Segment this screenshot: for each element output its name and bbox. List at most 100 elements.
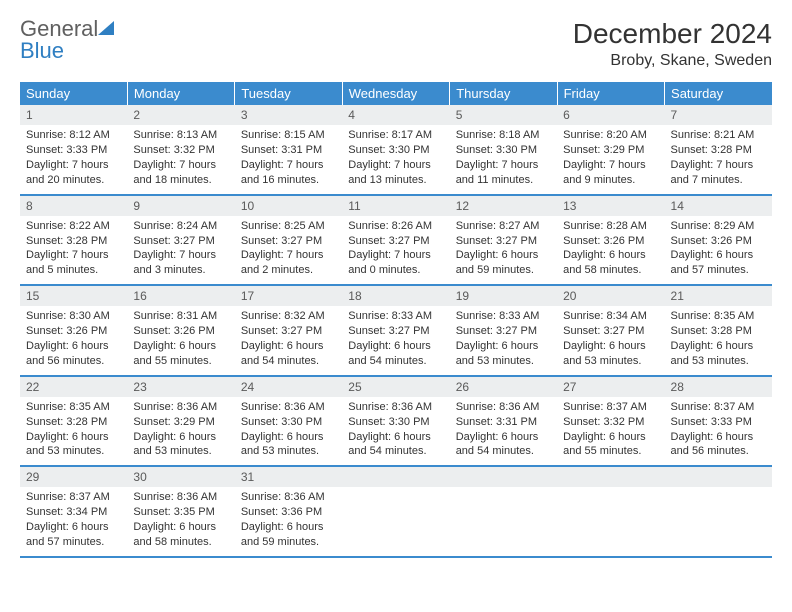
daylight-text: Daylight: 7 hours and 20 minutes. — [26, 158, 121, 188]
sunset-text: Sunset: 3:30 PM — [348, 415, 443, 430]
day-number: 7 — [665, 105, 772, 125]
day-number: 20 — [557, 286, 664, 306]
sunset-text: Sunset: 3:27 PM — [563, 324, 658, 339]
calendar-day — [342, 466, 449, 557]
calendar-day — [665, 466, 772, 557]
sunrise-text: Sunrise: 8:29 AM — [671, 219, 766, 234]
day-body: Sunrise: 8:31 AMSunset: 3:26 PMDaylight:… — [127, 306, 234, 374]
sunrise-text: Sunrise: 8:35 AM — [26, 400, 121, 415]
sunset-text: Sunset: 3:27 PM — [348, 324, 443, 339]
daylight-text: Daylight: 6 hours and 53 minutes. — [133, 430, 228, 460]
daylight-text: Daylight: 6 hours and 53 minutes. — [241, 430, 336, 460]
day-number: 12 — [450, 196, 557, 216]
calendar-header: SundayMondayTuesdayWednesdayThursdayFrid… — [20, 82, 772, 105]
daylight-text: Daylight: 7 hours and 5 minutes. — [26, 248, 121, 278]
page-title: December 2024 — [573, 18, 772, 50]
calendar-day: 18Sunrise: 8:33 AMSunset: 3:27 PMDayligh… — [342, 285, 449, 376]
day-number: 15 — [20, 286, 127, 306]
sunrise-text: Sunrise: 8:30 AM — [26, 309, 121, 324]
weekday-header: Wednesday — [342, 82, 449, 105]
day-body: Sunrise: 8:32 AMSunset: 3:27 PMDaylight:… — [235, 306, 342, 374]
calendar-day: 2Sunrise: 8:13 AMSunset: 3:32 PMDaylight… — [127, 105, 234, 195]
day-number: 10 — [235, 196, 342, 216]
sunset-text: Sunset: 3:29 PM — [563, 143, 658, 158]
brand-logo: General Blue — [20, 18, 118, 62]
day-body — [450, 487, 557, 511]
calendar-day: 7Sunrise: 8:21 AMSunset: 3:28 PMDaylight… — [665, 105, 772, 195]
calendar-day: 26Sunrise: 8:36 AMSunset: 3:31 PMDayligh… — [450, 376, 557, 467]
sunrise-text: Sunrise: 8:20 AM — [563, 128, 658, 143]
daylight-text: Daylight: 7 hours and 18 minutes. — [133, 158, 228, 188]
calendar-day: 16Sunrise: 8:31 AMSunset: 3:26 PMDayligh… — [127, 285, 234, 376]
sunrise-text: Sunrise: 8:27 AM — [456, 219, 551, 234]
daylight-text: Daylight: 6 hours and 55 minutes. — [563, 430, 658, 460]
sunrise-text: Sunrise: 8:28 AM — [563, 219, 658, 234]
day-body: Sunrise: 8:18 AMSunset: 3:30 PMDaylight:… — [450, 125, 557, 193]
day-body: Sunrise: 8:36 AMSunset: 3:30 PMDaylight:… — [235, 397, 342, 465]
weekday-header: Thursday — [450, 82, 557, 105]
sunset-text: Sunset: 3:30 PM — [241, 415, 336, 430]
sunrise-text: Sunrise: 8:25 AM — [241, 219, 336, 234]
day-body: Sunrise: 8:12 AMSunset: 3:33 PMDaylight:… — [20, 125, 127, 193]
sunrise-text: Sunrise: 8:26 AM — [348, 219, 443, 234]
sunrise-text: Sunrise: 8:36 AM — [241, 490, 336, 505]
calendar-day: 1Sunrise: 8:12 AMSunset: 3:33 PMDaylight… — [20, 105, 127, 195]
day-body: Sunrise: 8:36 AMSunset: 3:29 PMDaylight:… — [127, 397, 234, 465]
day-number: 13 — [557, 196, 664, 216]
day-body: Sunrise: 8:29 AMSunset: 3:26 PMDaylight:… — [665, 216, 772, 284]
sunrise-text: Sunrise: 8:36 AM — [456, 400, 551, 415]
daylight-text: Daylight: 6 hours and 54 minutes. — [456, 430, 551, 460]
calendar-day: 19Sunrise: 8:33 AMSunset: 3:27 PMDayligh… — [450, 285, 557, 376]
day-number: 24 — [235, 377, 342, 397]
weekday-header: Saturday — [665, 82, 772, 105]
calendar-day: 6Sunrise: 8:20 AMSunset: 3:29 PMDaylight… — [557, 105, 664, 195]
day-body: Sunrise: 8:36 AMSunset: 3:30 PMDaylight:… — [342, 397, 449, 465]
calendar-week: 22Sunrise: 8:35 AMSunset: 3:28 PMDayligh… — [20, 376, 772, 467]
day-body: Sunrise: 8:26 AMSunset: 3:27 PMDaylight:… — [342, 216, 449, 284]
day-number: 23 — [127, 377, 234, 397]
sunrise-text: Sunrise: 8:21 AM — [671, 128, 766, 143]
day-number: 26 — [450, 377, 557, 397]
day-number — [557, 467, 664, 487]
day-body: Sunrise: 8:34 AMSunset: 3:27 PMDaylight:… — [557, 306, 664, 374]
day-body — [665, 487, 772, 511]
calendar-week: 15Sunrise: 8:30 AMSunset: 3:26 PMDayligh… — [20, 285, 772, 376]
brand-text: General Blue — [20, 18, 118, 62]
calendar-day: 30Sunrise: 8:36 AMSunset: 3:35 PMDayligh… — [127, 466, 234, 557]
calendar-day: 10Sunrise: 8:25 AMSunset: 3:27 PMDayligh… — [235, 195, 342, 286]
day-body — [557, 487, 664, 511]
calendar-day: 25Sunrise: 8:36 AMSunset: 3:30 PMDayligh… — [342, 376, 449, 467]
sunrise-text: Sunrise: 8:31 AM — [133, 309, 228, 324]
day-body: Sunrise: 8:36 AMSunset: 3:36 PMDaylight:… — [235, 487, 342, 555]
weekday-header: Sunday — [20, 82, 127, 105]
weekday-header: Friday — [557, 82, 664, 105]
day-number: 16 — [127, 286, 234, 306]
sunrise-text: Sunrise: 8:36 AM — [241, 400, 336, 415]
daylight-text: Daylight: 7 hours and 2 minutes. — [241, 248, 336, 278]
sunset-text: Sunset: 3:35 PM — [133, 505, 228, 520]
calendar-day: 15Sunrise: 8:30 AMSunset: 3:26 PMDayligh… — [20, 285, 127, 376]
sunset-text: Sunset: 3:26 PM — [133, 324, 228, 339]
sunset-text: Sunset: 3:26 PM — [26, 324, 121, 339]
calendar-day: 27Sunrise: 8:37 AMSunset: 3:32 PMDayligh… — [557, 376, 664, 467]
day-body: Sunrise: 8:22 AMSunset: 3:28 PMDaylight:… — [20, 216, 127, 284]
day-number: 19 — [450, 286, 557, 306]
daylight-text: Daylight: 6 hours and 54 minutes. — [348, 339, 443, 369]
daylight-text: Daylight: 6 hours and 56 minutes. — [671, 430, 766, 460]
daylight-text: Daylight: 6 hours and 58 minutes. — [563, 248, 658, 278]
day-number: 31 — [235, 467, 342, 487]
daylight-text: Daylight: 6 hours and 54 minutes. — [241, 339, 336, 369]
day-body: Sunrise: 8:35 AMSunset: 3:28 PMDaylight:… — [665, 306, 772, 374]
calendar-day: 24Sunrise: 8:36 AMSunset: 3:30 PMDayligh… — [235, 376, 342, 467]
day-number: 2 — [127, 105, 234, 125]
brand-part2: Blue — [20, 38, 64, 63]
day-body: Sunrise: 8:20 AMSunset: 3:29 PMDaylight:… — [557, 125, 664, 193]
sunrise-text: Sunrise: 8:37 AM — [26, 490, 121, 505]
daylight-text: Daylight: 6 hours and 53 minutes. — [671, 339, 766, 369]
sunset-text: Sunset: 3:36 PM — [241, 505, 336, 520]
calendar-day: 21Sunrise: 8:35 AMSunset: 3:28 PMDayligh… — [665, 285, 772, 376]
daylight-text: Daylight: 6 hours and 55 minutes. — [133, 339, 228, 369]
day-number — [450, 467, 557, 487]
weekday-header: Tuesday — [235, 82, 342, 105]
sunset-text: Sunset: 3:27 PM — [456, 324, 551, 339]
